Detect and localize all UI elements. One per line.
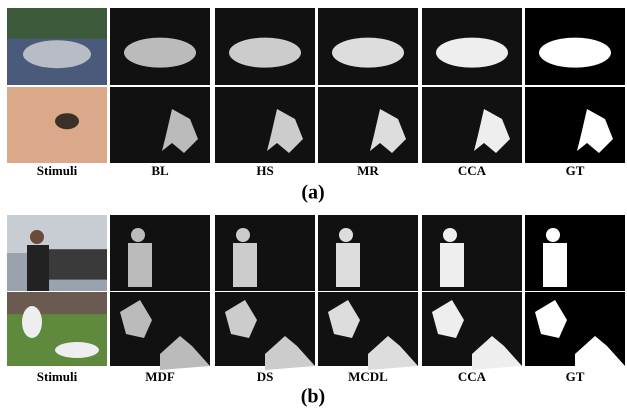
saliency-map: [110, 87, 210, 163]
image-cell: [525, 8, 625, 85]
saliency-map: [318, 215, 418, 291]
image-cell: [318, 292, 418, 370]
salient-body: [440, 243, 464, 287]
column-label: Stimuli: [37, 163, 78, 178]
column-label: DS: [257, 369, 274, 384]
salient-object: [436, 38, 508, 68]
image-cell: [7, 215, 107, 291]
image-cell: [525, 292, 625, 370]
image-cell: [110, 8, 210, 85]
spider: [55, 113, 79, 129]
column-label: CCA: [458, 163, 487, 178]
person-body: [27, 245, 49, 291]
sky: [7, 215, 107, 253]
column-label: GT: [566, 163, 585, 178]
image-cell: [215, 87, 315, 163]
salient-body: [336, 243, 360, 287]
image-cell: [110, 87, 210, 163]
salient-head: [443, 228, 457, 242]
player: [22, 306, 42, 338]
saliency-map: [110, 215, 210, 291]
crowd: [7, 292, 107, 314]
player: [55, 342, 99, 358]
image-cell: [7, 8, 107, 85]
image-cell: [110, 292, 210, 370]
saliency-map: [422, 215, 522, 291]
panel-label: (a): [301, 182, 324, 204]
column-label: GT: [566, 369, 585, 384]
train: [47, 249, 107, 279]
page: Stimuli BL HS MR CCA GT (a) Stimuli MDF DS MCDL CCA…: [0, 0, 627, 409]
image-cell: [422, 215, 522, 291]
salient-object: [229, 38, 301, 68]
image-cell: [7, 87, 107, 163]
salient-head: [339, 228, 353, 242]
saliency-map: [215, 87, 315, 163]
panel-label: (b): [301, 386, 325, 408]
image-cell: [318, 215, 418, 291]
saliency-map: [525, 215, 625, 291]
image-cell: [525, 87, 625, 163]
image-cell: [318, 8, 418, 85]
saliency-map: [525, 87, 625, 163]
salient-object: [124, 38, 196, 68]
image-cell: [422, 292, 522, 370]
column-label: MDF: [145, 369, 175, 384]
image-cell: [215, 292, 315, 370]
column-label: BL: [151, 163, 169, 178]
image-cell: [422, 87, 522, 163]
figure: Stimuli BL HS MR CCA GT (a) Stimuli MDF DS MCDL CCA…: [0, 0, 627, 409]
person-head: [30, 230, 44, 244]
salient-body: [543, 243, 567, 287]
image-cell: [318, 87, 418, 163]
column-label: CCA: [458, 369, 487, 384]
saliency-map: [422, 87, 522, 163]
car: [23, 40, 91, 68]
saliency-map: [215, 215, 315, 291]
salient-head: [131, 228, 145, 242]
salient-object: [539, 38, 611, 68]
salient-object: [332, 38, 404, 68]
column-label: MCDL: [348, 369, 388, 384]
column-label: MR: [357, 163, 379, 178]
salient-body: [128, 243, 152, 287]
image-cell: [215, 8, 315, 85]
column-label: HS: [256, 163, 273, 178]
salient-head: [546, 228, 560, 242]
salient-head: [236, 228, 250, 242]
salient-body: [233, 243, 257, 287]
image-cell: [215, 215, 315, 291]
image-cell: [525, 215, 625, 291]
saliency-map: [318, 87, 418, 163]
foliage: [7, 8, 107, 39]
column-label: Stimuli: [37, 369, 78, 384]
image-cell: [7, 292, 107, 366]
image-cell: [110, 215, 210, 291]
image-cell: [422, 8, 522, 85]
